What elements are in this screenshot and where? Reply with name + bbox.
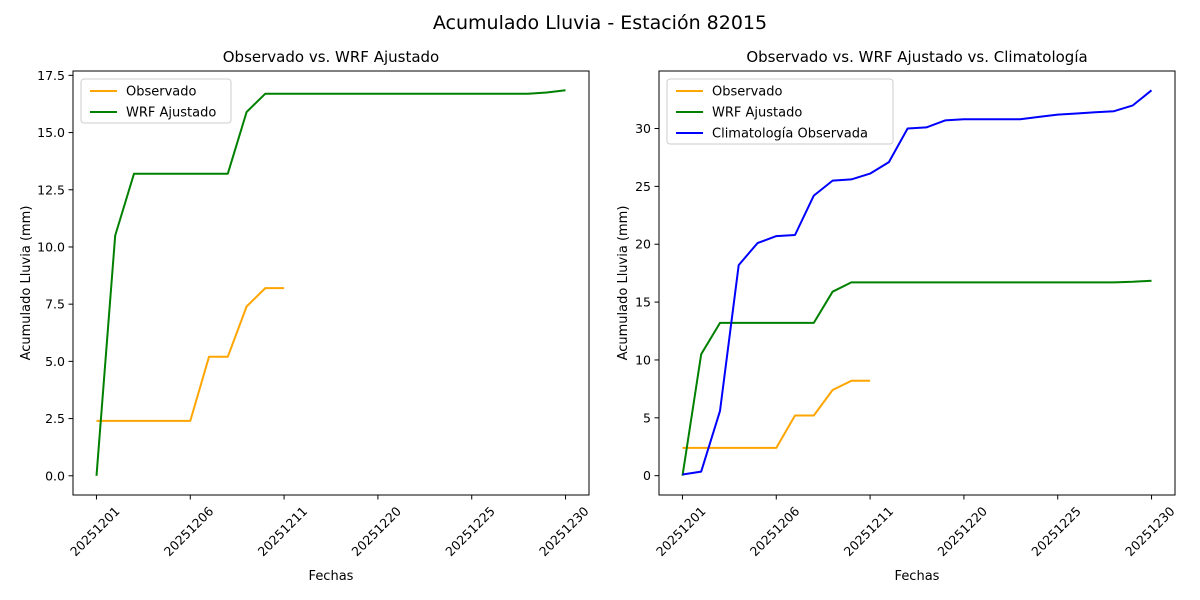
- x-tick-label: 20251220: [934, 503, 990, 559]
- series-line-wrf_ajustado: [95, 89, 566, 476]
- right-x-axis-label: Fechas: [895, 569, 940, 584]
- legend-label-wrf_ajustado: WRF Ajustado: [126, 106, 216, 121]
- legend-label-wrf_ajustado: WRF Ajustado: [712, 106, 802, 121]
- left-x-axis-label: Fechas: [309, 569, 354, 584]
- y-tick-label: 30: [635, 121, 651, 136]
- y-tick-label: 20: [635, 237, 651, 252]
- right-subplot-title: Observado vs. WRF Ajustado vs. Climatolo…: [746, 48, 1087, 66]
- series-line-observado: [682, 379, 871, 449]
- y-tick-label: 5.0: [45, 354, 65, 369]
- y-tick-label: 2.5: [45, 411, 65, 426]
- y-tick-label: 17.5: [37, 68, 65, 83]
- x-tick-label: 20251201: [67, 504, 123, 560]
- x-tick-label: 20251225: [1028, 504, 1084, 560]
- left-y-axis-label: Acumulado Lluvia (mm): [19, 206, 34, 361]
- legend-label-observado: Observado: [712, 85, 783, 100]
- y-tick-label: 25: [635, 179, 651, 194]
- right-y-axis-label: Acumulado Lluvia (mm): [616, 206, 631, 361]
- left-subplot-title: Observado vs. WRF Ajustado: [223, 48, 439, 66]
- y-tick-label: 15: [635, 295, 651, 310]
- x-tick-label: 20251201: [653, 504, 709, 560]
- x-tick-label: 20251225: [442, 504, 498, 560]
- y-tick-label: 0.0: [45, 468, 65, 483]
- y-tick-label: 5: [643, 410, 651, 425]
- x-tick-label: 20251211: [841, 504, 897, 560]
- y-tick-label: 10.0: [37, 239, 65, 254]
- figure-suptitle: Acumulado Lluvia - Estación 82015: [433, 12, 767, 34]
- x-tick-label: 20251220: [348, 503, 404, 559]
- x-tick-label: 20251206: [747, 503, 803, 559]
- legend-box: [80, 78, 232, 124]
- x-tick-label: 20251206: [161, 503, 217, 559]
- legend-box: [666, 78, 894, 145]
- x-tick-label: 20251230: [536, 503, 592, 559]
- y-tick-label: 12.5: [37, 182, 65, 197]
- subplot-1: 0 5 10 15 20 25 30 20251201 20251206 20251211 2025…: [635, 70, 1178, 560]
- legend-label-climatologia: Climatología Observada: [712, 127, 868, 142]
- y-tick-label: 15.0: [37, 125, 65, 140]
- y-tick-label: 0: [643, 468, 651, 483]
- x-tick-label: 20251211: [255, 504, 311, 560]
- axes-frame: [72, 70, 590, 496]
- subplot-0: 0.0 2.5 5.0 7.5 10.0 12.5 15.0 17.5 20251201 2025…: [37, 68, 592, 559]
- series-line-wrf_ajustado: [681, 279, 1152, 476]
- series-line-climatologia: [682, 89, 1153, 476]
- x-tick-label: 20251230: [1122, 503, 1178, 559]
- series-line-observado: [96, 287, 285, 422]
- legend-label-observado: Observado: [126, 85, 197, 100]
- y-tick-label: 10: [635, 352, 651, 367]
- y-tick-label: 7.5: [45, 297, 65, 312]
